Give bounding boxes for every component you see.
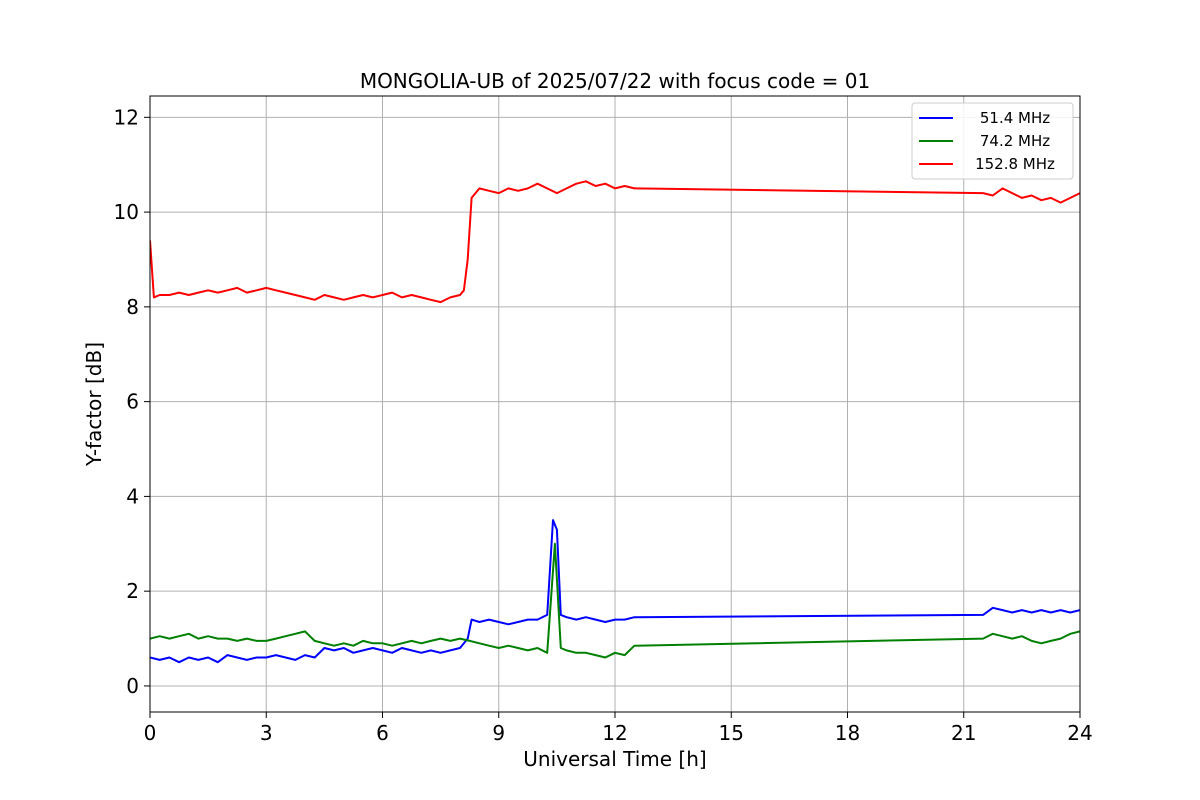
x-tick-label: 0 xyxy=(144,721,157,745)
x-tick-label: 24 xyxy=(1067,721,1092,745)
y-tick-label: 8 xyxy=(126,295,139,319)
x-tick-label: 18 xyxy=(835,721,860,745)
y-axis: 0 2 4 6 8 10 12 xyxy=(114,105,150,698)
x-tick-label: 12 xyxy=(602,721,627,745)
x-tick-label: 3 xyxy=(260,721,273,745)
legend-entry: 74.2 MHz xyxy=(980,132,1050,150)
chart-title: MONGOLIA-UB of 2025/07/22 with focus cod… xyxy=(360,69,870,93)
legend-entry: 152.8 MHz xyxy=(975,155,1055,173)
x-axis: 0 3 6 9 12 15 18 21 24 xyxy=(144,712,1093,745)
series-line-2 xyxy=(150,180,1080,304)
y-tick-label: 6 xyxy=(126,390,139,414)
x-tick-label: 6 xyxy=(376,721,389,745)
legend: 51.4 MHz 74.2 MHz 152.8 MHz xyxy=(911,102,1074,180)
series-layer xyxy=(150,180,1080,664)
series-line-0 xyxy=(150,519,1080,664)
y-tick-label: 10 xyxy=(114,200,139,224)
y-tick-label: 12 xyxy=(114,105,139,129)
x-tick-label: 15 xyxy=(719,721,744,745)
y-tick-label: 2 xyxy=(126,579,139,603)
y-tick-label: 0 xyxy=(126,674,139,698)
y-tick-label: 4 xyxy=(126,484,139,508)
series-line-1 xyxy=(150,542,1080,659)
y-axis-label: Y-factor [dB] xyxy=(82,342,106,467)
x-axis-label: Universal Time [h] xyxy=(523,747,706,771)
x-tick-label: 21 xyxy=(951,721,976,745)
legend-box xyxy=(911,102,1074,180)
legend-entry: 51.4 MHz xyxy=(980,109,1050,127)
x-tick-label: 9 xyxy=(492,721,505,745)
